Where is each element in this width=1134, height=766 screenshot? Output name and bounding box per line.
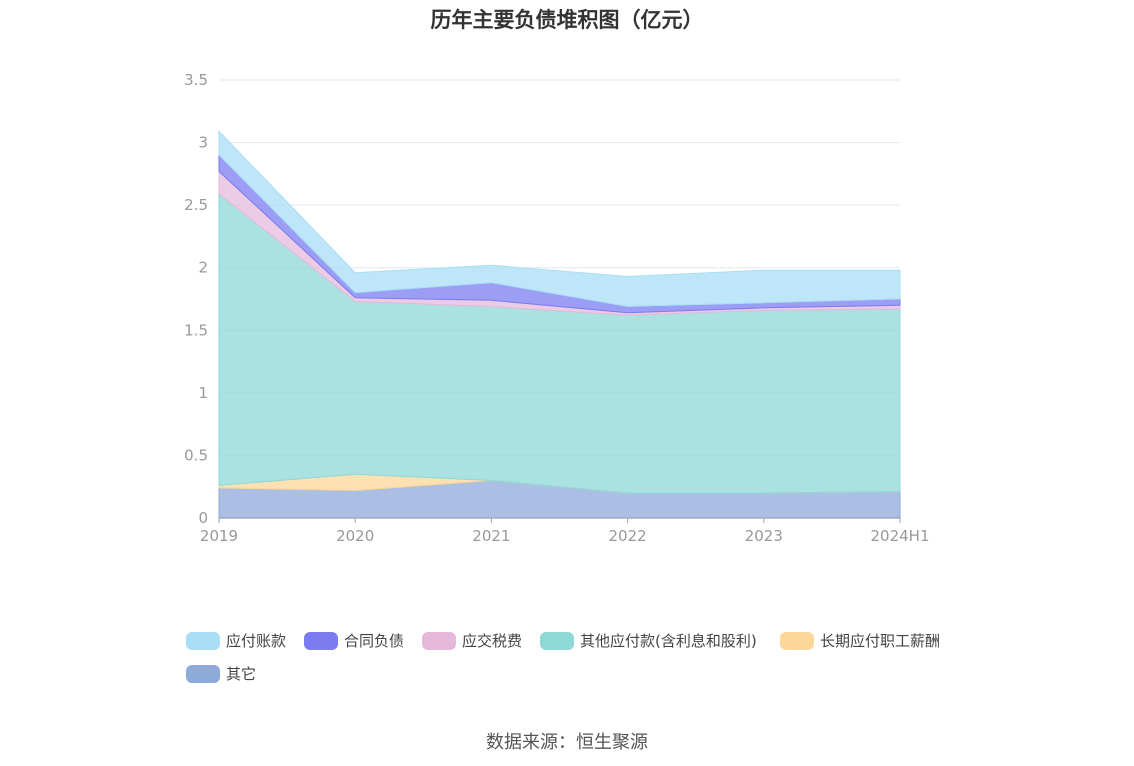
legend-swatch <box>186 631 220 650</box>
x-tick-label: 2023 <box>745 527 783 545</box>
y-tick-label: 2.5 <box>184 196 208 214</box>
legend-item[interactable]: 长期应付职工薪酬 <box>780 630 940 651</box>
legend-swatch <box>422 631 456 650</box>
legend-label: 其它 <box>226 665 257 683</box>
area-series <box>218 130 901 519</box>
y-tick-label: 3 <box>198 134 208 152</box>
y-tick-label: 1 <box>198 384 208 402</box>
legend-swatch <box>540 631 574 650</box>
legend-swatch <box>304 631 338 650</box>
legend-label: 合同负债 <box>344 632 405 650</box>
axes: 0 0.5 1 1.5 2 2.5 3 3.5 2019 2020 2021 2022 2023 2024… <box>184 71 929 545</box>
source-note: 数据来源：恒生聚源 <box>486 732 648 753</box>
legend-label: 应交税费 <box>462 632 523 650</box>
y-tick-label: 0 <box>198 509 208 527</box>
legend-item[interactable]: 合同负债 <box>304 630 404 651</box>
x-tick-label: 2019 <box>200 527 238 545</box>
x-tick-label: 2020 <box>336 527 374 545</box>
legend-label: 应付账款 <box>226 632 287 650</box>
y-tick-label: 1.5 <box>184 321 208 339</box>
area-应付账款 <box>218 130 901 308</box>
x-tick-label: 2024H1 <box>871 527 930 545</box>
legend-item[interactable]: 其它 <box>186 663 256 684</box>
x-tick-label: 2022 <box>609 527 647 545</box>
legend-item[interactable]: 其他应付款(含利息和股利) <box>540 630 757 651</box>
x-tick-label: 2021 <box>472 527 510 545</box>
legend-label: 其他应付款(含利息和股利) <box>580 632 757 650</box>
y-tick-label: 3.5 <box>184 71 208 89</box>
y-tick-label: 2 <box>198 259 208 277</box>
legend-item[interactable]: 应付账款 <box>186 630 286 651</box>
chart-title: 历年主要负债堆积图（亿元） <box>430 8 704 32</box>
y-tick-label: 0.5 <box>184 446 208 464</box>
legend-swatch <box>780 631 814 650</box>
legend-label: 长期应付职工薪酬 <box>820 632 941 650</box>
legend-item[interactable]: 应交税费 <box>422 630 522 651</box>
legend-swatch <box>186 664 220 683</box>
